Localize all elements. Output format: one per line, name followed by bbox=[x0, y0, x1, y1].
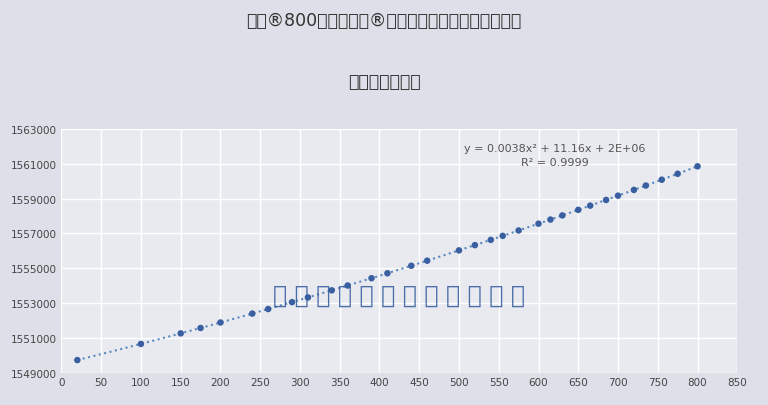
Point bbox=[421, 258, 433, 264]
Point bbox=[556, 213, 568, 219]
Point bbox=[671, 171, 684, 178]
Point bbox=[302, 294, 314, 301]
Point bbox=[366, 275, 378, 282]
Point bbox=[600, 197, 612, 204]
Point bbox=[497, 233, 509, 239]
Point bbox=[532, 221, 545, 227]
Point bbox=[194, 325, 207, 331]
Text: 波长温度实测图: 波长温度实测图 bbox=[348, 73, 420, 91]
Text: y = 0.0038x² + 11.16x + 2E+06
R² = 0.9999: y = 0.0038x² + 11.16x + 2E+06 R² = 0.999… bbox=[464, 143, 645, 168]
Point bbox=[584, 203, 596, 209]
Point bbox=[691, 164, 703, 170]
Point bbox=[342, 283, 354, 289]
Point bbox=[406, 263, 418, 269]
Point bbox=[214, 320, 227, 326]
Point bbox=[453, 247, 465, 254]
Point bbox=[246, 311, 258, 317]
Text: 北诺®800摄氏度毛细®无缝钢管光纤光栅温度传感器: 北诺®800摄氏度毛细®无缝钢管光纤光栅温度传感器 bbox=[247, 12, 521, 30]
Point bbox=[326, 288, 338, 294]
Point bbox=[381, 271, 393, 277]
Point bbox=[612, 193, 624, 199]
Text: 北 京 大 成 永 盛 科 技 有 限 公 司: 北 京 大 成 永 盛 科 技 有 限 公 司 bbox=[273, 283, 525, 307]
Point bbox=[656, 177, 668, 183]
Point bbox=[485, 237, 497, 243]
Point bbox=[572, 207, 584, 213]
Point bbox=[262, 306, 274, 313]
Point bbox=[640, 183, 652, 189]
Point bbox=[627, 187, 640, 194]
Point bbox=[545, 217, 557, 223]
Point bbox=[512, 228, 525, 234]
Point bbox=[468, 242, 481, 249]
Point bbox=[135, 341, 147, 347]
Point bbox=[174, 330, 187, 337]
Point bbox=[71, 357, 84, 363]
Point bbox=[286, 299, 298, 306]
